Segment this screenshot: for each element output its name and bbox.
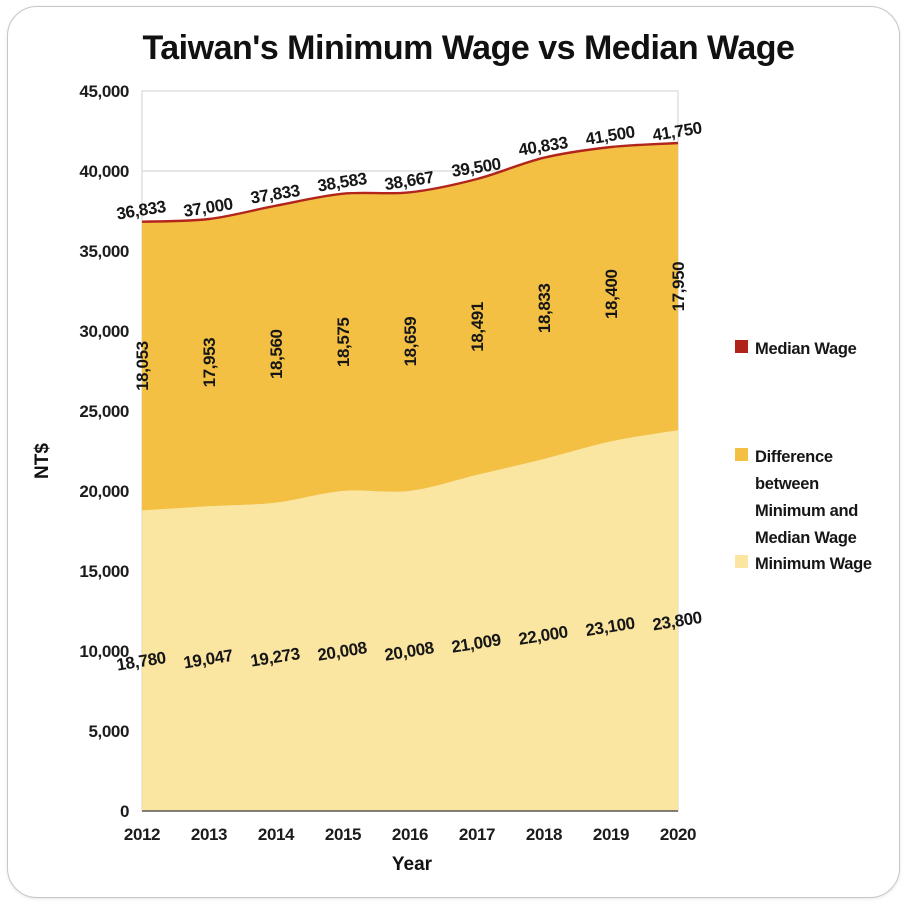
difference-area	[142, 143, 678, 511]
median-line	[141, 141, 679, 223]
legend-item-median-wage: Median Wage	[735, 336, 873, 363]
y-tick-label: 35,000	[79, 242, 129, 261]
median-label: 38,583	[316, 169, 368, 196]
legend-item-difference: Difference between Minimum and Median Wa…	[735, 444, 873, 552]
y-tick-label: 0	[120, 802, 129, 821]
x-tick-label: 2012	[124, 825, 160, 844]
y-tick-label: 20,000	[79, 482, 129, 501]
difference-label: 18,575	[334, 317, 353, 367]
min-wage-area	[142, 430, 678, 811]
y-tick-label: 15,000	[79, 562, 129, 581]
chart-card: Taiwan's Minimum Wage vs Median Wage 0 5,…	[7, 6, 900, 898]
x-tick-label: 2013	[191, 825, 227, 844]
x-tick-label: 2014	[258, 825, 295, 844]
y-axis-title: NT$	[32, 443, 53, 479]
legend-swatch-median-wage	[735, 340, 748, 353]
difference-label: 18,053	[133, 341, 152, 391]
legend-label-median-wage: Median Wage	[755, 340, 857, 358]
difference-label: 18,833	[535, 283, 554, 333]
y-tick-label: 40,000	[79, 162, 129, 181]
y-tick-label: 5,000	[88, 722, 129, 741]
difference-label: 18,659	[401, 317, 420, 367]
difference-label: 18,491	[468, 302, 487, 352]
y-tick-label: 30,000	[79, 322, 129, 341]
y-tick-label: 25,000	[79, 402, 129, 421]
median-label: 36,833	[115, 197, 167, 224]
x-axis-title: Year	[392, 854, 433, 875]
x-tick-label: 2017	[459, 825, 495, 844]
chart-canvas: 0 5,000 10,000 15,000 20,000 25,000 30,000 35,0…	[32, 82, 703, 875]
difference-label: 18,400	[602, 269, 621, 319]
legend-swatch-difference	[735, 448, 748, 461]
legend-item-minimum-wage: Minimum Wage	[735, 551, 873, 578]
median-label: 41,750	[651, 118, 703, 145]
chart-title: Taiwan's Minimum Wage vs Median Wage	[142, 29, 795, 67]
difference-label: 17,950	[669, 262, 688, 312]
x-tick-label: 2015	[325, 825, 361, 844]
x-tick-label: 2019	[593, 825, 629, 844]
y-tick-label: 45,000	[79, 82, 129, 101]
x-tick-label: 2016	[392, 825, 428, 844]
x-tick-label: 2020	[660, 825, 696, 844]
legend-label-minimum-wage: Minimum Wage	[755, 555, 872, 573]
legend-swatch-minimum-wage	[735, 555, 748, 568]
x-tick-label: 2018	[526, 825, 562, 844]
difference-label: 18,560	[267, 329, 286, 379]
difference-label: 17,953	[200, 338, 219, 388]
legend-label-difference: Difference between Minimum and Median Wa…	[755, 448, 859, 547]
y-tick-label: 10,000	[79, 642, 129, 661]
